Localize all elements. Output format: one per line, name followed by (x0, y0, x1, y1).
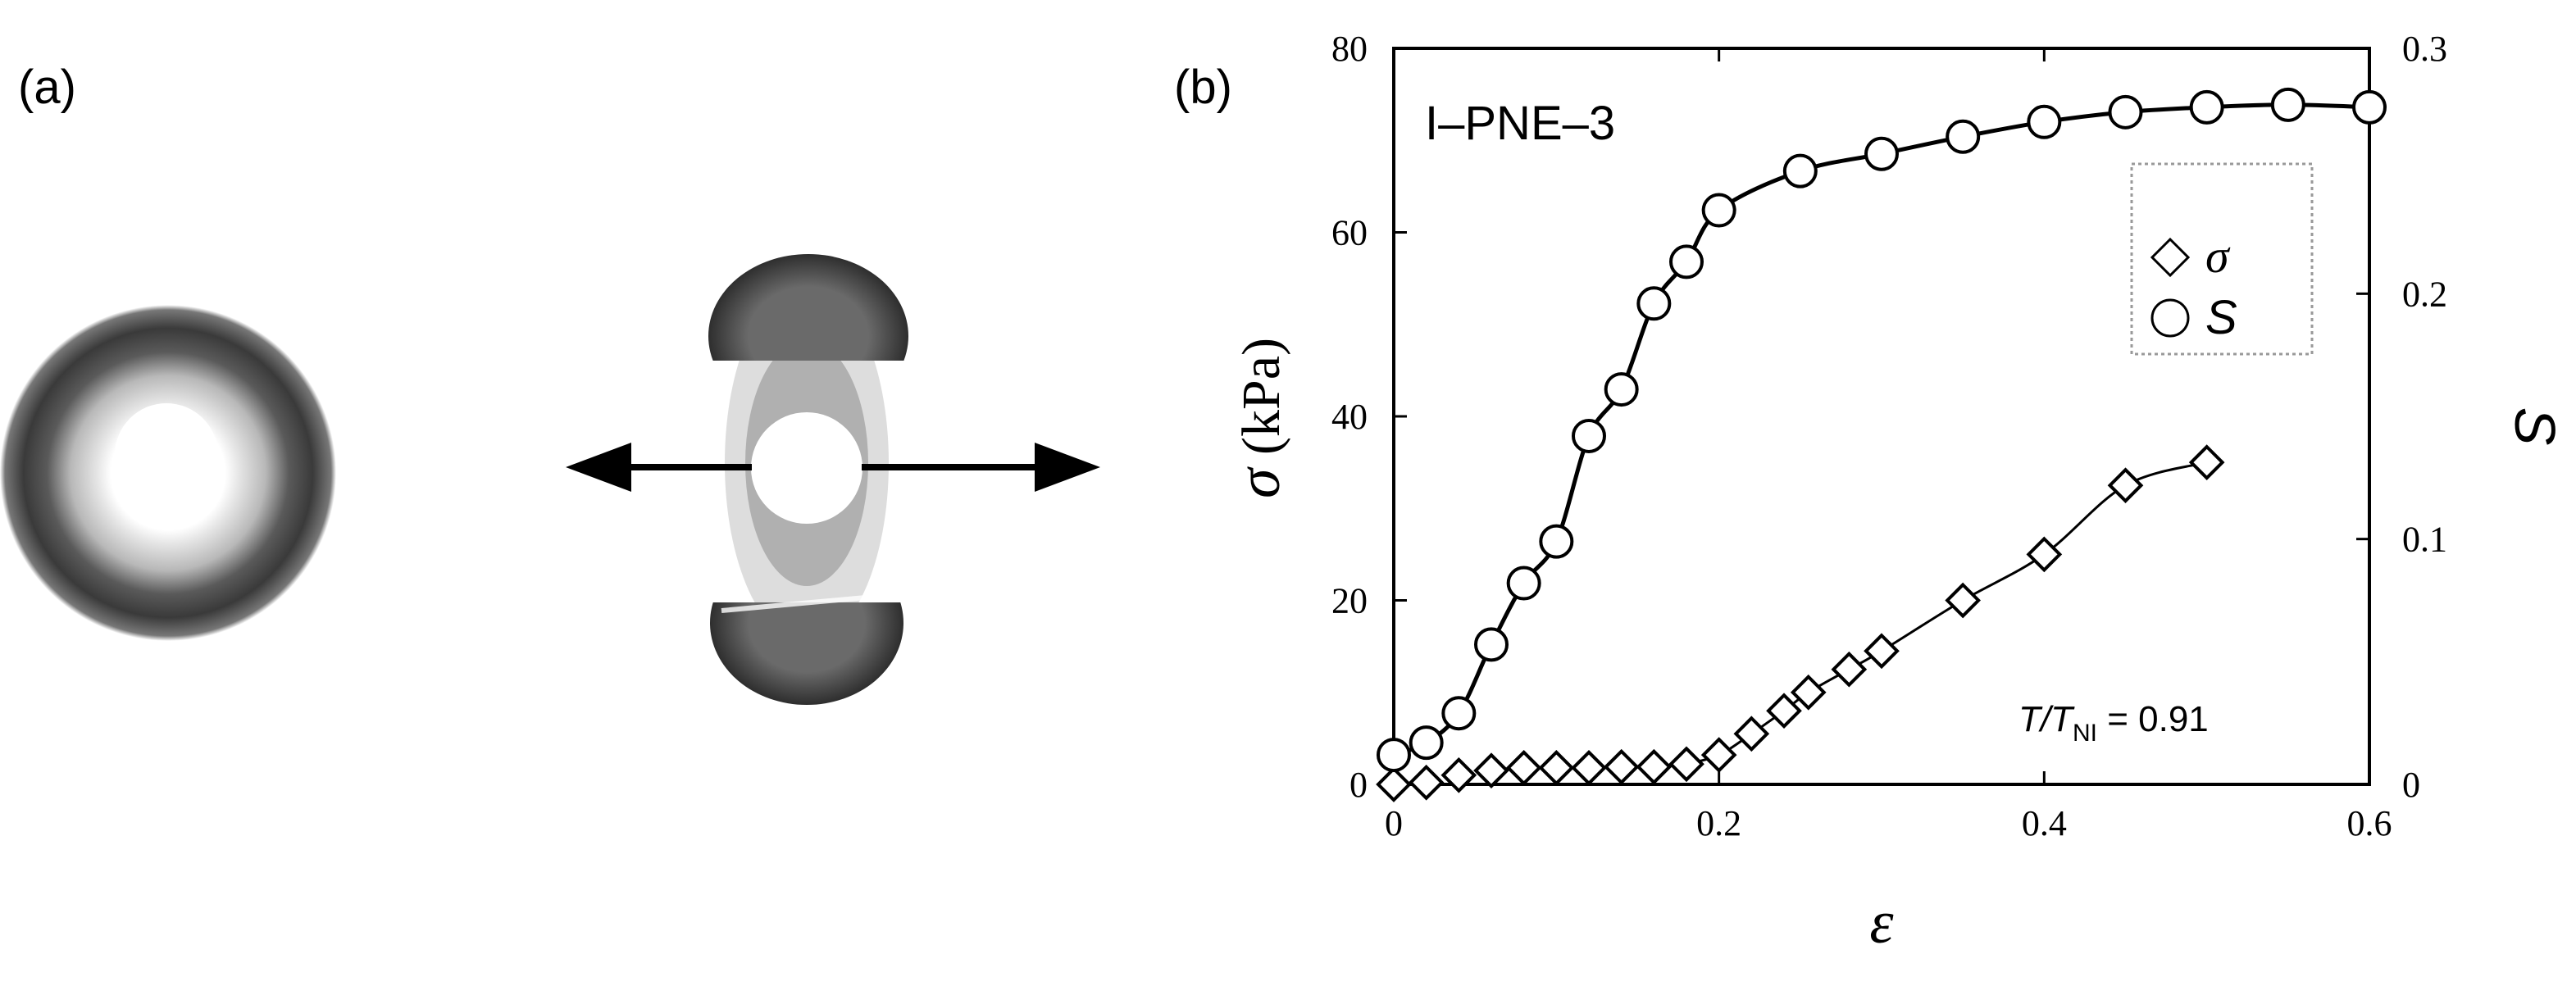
data-point-s (1539, 524, 1574, 559)
data-point-s (1572, 418, 1606, 453)
x-tick-label: 0 (1385, 803, 1403, 843)
data-point-sigma (1571, 749, 1607, 786)
data-point-sigma (1831, 651, 1868, 688)
data-point-sigma (1538, 749, 1575, 786)
aligned-arc-bottom (710, 602, 903, 705)
x-axis-label: ε (1869, 889, 1894, 956)
x-tick-label: 0.2 (1696, 803, 1741, 843)
data-point-s (1864, 136, 1899, 171)
aligned-center (751, 412, 862, 524)
data-point-s (1409, 725, 1444, 761)
data-point-s (1441, 696, 1477, 731)
panel-a-image-isotropic (0, 305, 336, 641)
y-left-tick-label: 0 (1349, 765, 1368, 805)
y-axis-left-symbol: σ (1226, 466, 1293, 498)
y-axis-left-gap (1231, 455, 1291, 469)
legend-marker-s (2150, 298, 2190, 338)
data-point-sigma (1376, 766, 1412, 802)
legend-label-sigma: σ (2205, 229, 2231, 283)
y-right-tick-label: 0.3 (2402, 29, 2447, 69)
aligned-arc-top (708, 254, 908, 361)
y-right-tick-label: 0 (2402, 765, 2420, 805)
data-point-s (1669, 244, 1704, 279)
data-point-s (2108, 94, 2143, 129)
data-point-sigma (1766, 693, 1802, 729)
data-point-sigma (2188, 444, 2225, 480)
isotropic-ring-center (115, 403, 218, 507)
data-markers (1376, 87, 2387, 802)
data-point-sigma (2107, 467, 2144, 504)
y-left-tick-label: 40 (1331, 397, 1368, 437)
data-point-s (1782, 153, 1818, 189)
annotation-sample: I–PNE–3 (1425, 97, 1615, 150)
y-left-tick-label: 60 (1331, 213, 1368, 253)
data-point-sigma (1864, 633, 1900, 670)
y-right-tick-label: 0.1 (2402, 520, 2447, 560)
data-point-sigma (1700, 737, 1737, 773)
panel-a-image-aligned (566, 254, 1100, 705)
legend: σ S (2130, 162, 2314, 356)
y-left-tick-label: 20 (1331, 581, 1368, 621)
annotation-temp-prefix: T/T (2018, 699, 2075, 739)
data-point-s (1636, 286, 1672, 321)
data-point-s (1506, 566, 1541, 601)
y-axis-left-label: σ (kPa) (1226, 338, 1293, 498)
data-point-sigma (2026, 536, 2063, 573)
data-point-sigma (1408, 764, 1445, 801)
data-point-s (1604, 372, 1639, 407)
data-point-sigma (1636, 748, 1673, 785)
data-point-s (2352, 89, 2387, 125)
stretch-arrow-right-head (1035, 443, 1100, 492)
y-axis-left-unit: (kPa) (1231, 338, 1291, 455)
y-right-tick-label: 0.2 (2402, 274, 2447, 314)
data-point-sigma (1733, 716, 1770, 752)
panel-a-label: (a) (18, 61, 76, 114)
data-point-sigma (1440, 757, 1477, 793)
data-point-sigma (1790, 674, 1827, 711)
annotation-temp-sub: NI (2073, 720, 2097, 747)
legend-box (2130, 162, 2314, 356)
data-point-s (1377, 738, 1411, 773)
x-tick-label: 0.6 (2347, 803, 2392, 843)
data-point-sigma (1945, 582, 1981, 619)
aligned-streak (721, 592, 903, 613)
y-left-tick-label: 80 (1331, 29, 1368, 69)
data-point-sigma (1668, 746, 1704, 783)
annotation-temperature: T/TNI = 0.91 (2018, 699, 2209, 747)
legend-marker-sigma (2150, 237, 2191, 278)
data-point-sigma (1505, 749, 1542, 786)
data-point-s (2270, 87, 2305, 122)
y-axis-right-label: S (2503, 407, 2567, 446)
data-point-s (1946, 119, 1981, 154)
legend-label-s: S (2205, 291, 2237, 344)
data-point-s (1474, 627, 1509, 662)
annotation-temp-value: = 0.91 (2097, 699, 2209, 739)
data-point-sigma (1603, 748, 1640, 785)
stretch-arrow-left-head (566, 443, 631, 492)
x-tick-label: 0.4 (2022, 803, 2067, 843)
data-point-s (1701, 193, 1736, 228)
data-point-s (2027, 104, 2062, 139)
data-point-s (2189, 89, 2224, 125)
panel-b-label: (b) (1174, 61, 1232, 114)
data-point-sigma (1473, 752, 1509, 788)
